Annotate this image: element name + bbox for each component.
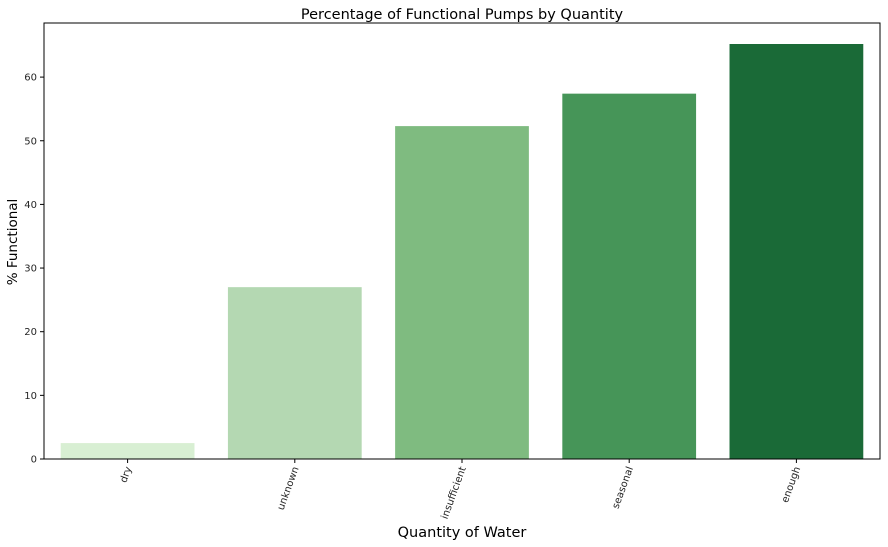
bar-unknown [227,287,362,459]
bar-dry [60,443,195,459]
bar-seasonal [562,93,697,460]
x-tick-label-unknown: unknown [276,465,302,511]
y-tick-label: 50 [24,136,37,147]
x-tick-label-dry: dry [118,465,134,484]
y-axis-ticks: 0 10 20 30 40 50 60 [24,73,44,466]
x-axis-ticks: dry unknown insufficient seasonal enough [118,459,803,521]
chart-title: Percentage of Functional Pumps by Quanti… [301,7,624,23]
x-tick-label-insufficient: insufficient [440,465,469,521]
x-axis-title: Quantity of Water [398,525,527,541]
y-tick-label: 30 [24,264,37,275]
y-tick-label: 40 [24,200,37,211]
x-tick-label-enough: enough [780,465,803,504]
bars-group [60,44,864,460]
y-tick-label: 60 [24,73,37,84]
y-tick-label: 20 [24,327,37,338]
x-tick-label-seasonal: seasonal [611,465,636,510]
y-tick-label: 0 [31,455,37,466]
bar-insufficient [395,126,529,460]
y-tick-label: 10 [24,391,37,402]
bar-enough [729,44,864,459]
y-axis-title: % Functional [5,199,21,286]
plot-frame [43,22,881,460]
